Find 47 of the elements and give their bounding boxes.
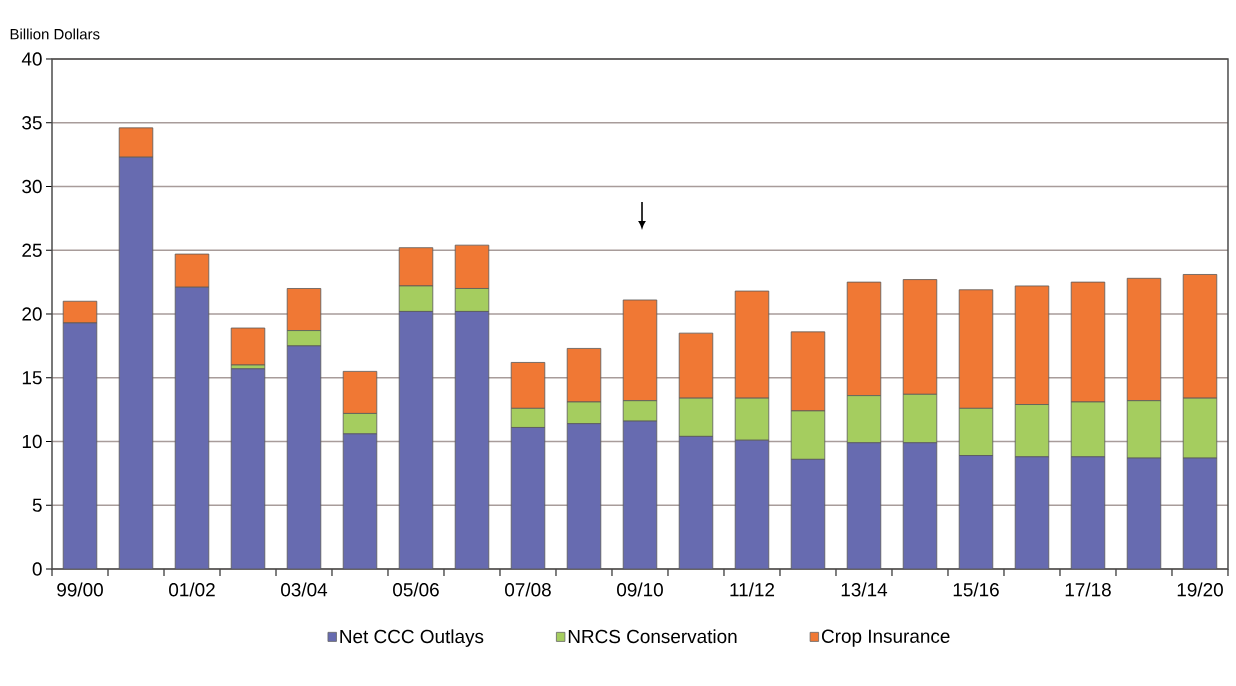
y-tick-label: 25 [22,243,42,257]
bar [1015,456,1049,569]
bar [847,442,881,569]
bar [175,287,209,569]
bar [735,440,769,569]
y-tick-label: 10 [22,434,42,449]
bar [343,433,377,569]
y-axis-title: Billion Dollars [10,28,100,40]
bar [174,253,210,288]
bar [63,322,97,569]
bar [455,311,489,569]
x-tick-label: 13/14 [841,582,888,597]
legend-label: Crop Insurance [821,629,950,647]
bar [1182,457,1218,569]
y-tick-label: 40 [21,52,42,66]
y-tick-label: 5 [32,498,42,512]
x-tick-label: 19/20 [1177,582,1223,597]
x-tick-label: 17/18 [1065,582,1111,597]
x-tick-label: 09/10 [617,582,663,597]
bar [959,455,993,569]
y-tick-label: 0 [32,562,42,576]
bar [791,459,825,569]
bar [119,157,153,569]
bar [623,421,657,569]
bar [1127,458,1161,569]
bar [567,423,601,569]
bar [679,436,713,569]
y-tick-label: 30 [22,179,42,194]
y-tick-label: 35 [22,116,42,130]
bar [231,368,265,569]
legend-label: Net CCC Outlays [340,629,484,647]
x-tick-label: 03/04 [281,582,328,597]
x-tick-label: 15/16 [953,582,999,597]
bar [903,442,937,569]
x-tick-label: 99/00 [57,582,103,597]
legend-label: NRCS Conservation [568,629,737,644]
bar [399,311,433,569]
x-tick-label: 05/06 [393,582,439,597]
x-tick-label: 07/08 [505,582,551,597]
bar [511,427,545,569]
bar [230,327,266,366]
bar [1071,456,1105,569]
x-tick-label: 11/12 [730,582,775,597]
y-tick-label: 20 [22,307,42,321]
bar [287,345,321,569]
y-tick-label: 15 [22,371,42,385]
x-tick-label: 01/02 [169,582,215,597]
